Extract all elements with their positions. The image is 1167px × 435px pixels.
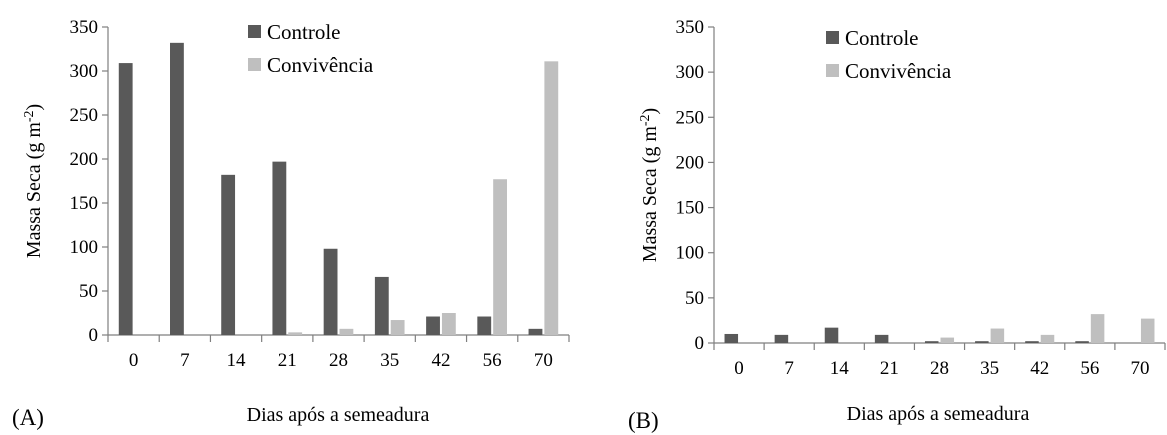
bar-controle-0 [118, 63, 133, 336]
y-tick-label: 200 [70, 149, 99, 170]
y-axis-title: Massa Seca (g m-2) [22, 104, 46, 258]
x-tick-label: 0 [129, 350, 139, 371]
y-tick-label: 350 [676, 17, 705, 38]
x-tick-label: 28 [329, 350, 348, 371]
x-tick-label: 14 [830, 358, 850, 379]
bar-controle-70 [528, 328, 543, 335]
y-tick-label: 150 [676, 198, 705, 219]
legend-swatch-convivencia [248, 58, 261, 71]
x-tick-label: 70 [1130, 358, 1149, 379]
x-tick-label: 56 [483, 350, 502, 371]
y-tick-label: 150 [70, 193, 99, 214]
x-tick-label: 21 [880, 358, 899, 379]
panel-label: (A) [12, 405, 44, 430]
x-tick-label: 35 [980, 358, 999, 379]
bar-convivencia-42 [1040, 334, 1055, 343]
legend-label-controle: Controle [267, 20, 341, 44]
x-tick-label: 7 [784, 358, 794, 379]
bar-convivencia-56 [1090, 314, 1105, 343]
legend-swatch-controle [248, 25, 261, 38]
bar-controle-7 [170, 42, 184, 336]
bar-controle-42 [1025, 341, 1039, 343]
x-tick-label: 35 [380, 350, 399, 371]
legend-label-convivencia: Convivência [845, 59, 952, 83]
y-tick-label: 50 [685, 288, 704, 309]
y-tick-label: 250 [676, 107, 705, 128]
x-tick-label: 21 [278, 350, 297, 371]
x-tick-label: 70 [534, 350, 553, 371]
bar-convivencia-56 [493, 179, 507, 335]
y-tick-label: 100 [676, 243, 705, 264]
bar-controle-14 [824, 327, 839, 343]
bar-controle-7 [774, 334, 789, 343]
bar-convivencia-70 [544, 61, 559, 335]
bar-controle-0 [724, 333, 739, 343]
y-tick-label: 350 [70, 17, 99, 38]
y-tick-label: 100 [70, 237, 99, 258]
bar-convivencia-35 [990, 328, 1005, 343]
x-tick-label: 56 [1080, 358, 1099, 379]
bar-controle-42 [426, 316, 440, 335]
y-tick-label: 50 [79, 281, 98, 302]
x-tick-label: 28 [930, 358, 949, 379]
bar-convivencia-70 [1140, 318, 1155, 343]
y-tick-label: 300 [676, 62, 705, 83]
x-tick-label: 14 [227, 350, 247, 371]
bar-controle-35 [374, 276, 389, 335]
bar-controle-56 [1075, 341, 1089, 343]
bar-controle-28 [323, 248, 338, 335]
legend-swatch-convivencia [826, 64, 839, 77]
x-tick-label: 0 [734, 358, 744, 379]
y-tick-label: 0 [695, 333, 705, 354]
legend-label-convivencia: Convivência [267, 53, 374, 77]
bar-convivencia-21 [288, 332, 303, 335]
x-tick-label: 7 [180, 350, 190, 371]
chart-panel-a: 0 50 100 150 200 250 300 350 0 7 14 21 28 35 42 56 70 Con… [12, 17, 570, 430]
legend-label-controle: Controle [845, 26, 919, 50]
bar-controle-56 [477, 316, 492, 335]
bar-controle-35 [975, 341, 989, 343]
bar-convivencia-35 [390, 320, 405, 335]
x-tick-label: 42 [431, 350, 450, 371]
bar-convivencia-28 [339, 328, 354, 335]
chart-panel-b: 0 50 100 150 200 250 300 350 0 7 14 21 28 35 42 56 70 Con… [628, 17, 1166, 433]
panel-label: (B) [628, 408, 659, 433]
bar-convivencia-28 [940, 337, 955, 343]
bar-convivencia-42 [441, 313, 456, 335]
y-axis-title: Massa Seca (g m-2) [638, 108, 662, 262]
y-tick-label: 300 [70, 61, 99, 82]
bar-controle-21 [272, 161, 287, 335]
legend-swatch-controle [826, 31, 839, 44]
bar-controle-14 [221, 174, 236, 335]
x-axis-title: Dias após a semeadura [247, 404, 430, 426]
y-tick-label: 0 [89, 325, 99, 346]
bar-controle-21 [874, 334, 889, 343]
y-tick-label: 250 [70, 105, 99, 126]
y-tick-label: 200 [676, 152, 705, 173]
x-axis-title: Dias após a semeadura [847, 403, 1030, 425]
bar-controle-28 [924, 341, 939, 343]
x-tick-label: 42 [1030, 358, 1049, 379]
